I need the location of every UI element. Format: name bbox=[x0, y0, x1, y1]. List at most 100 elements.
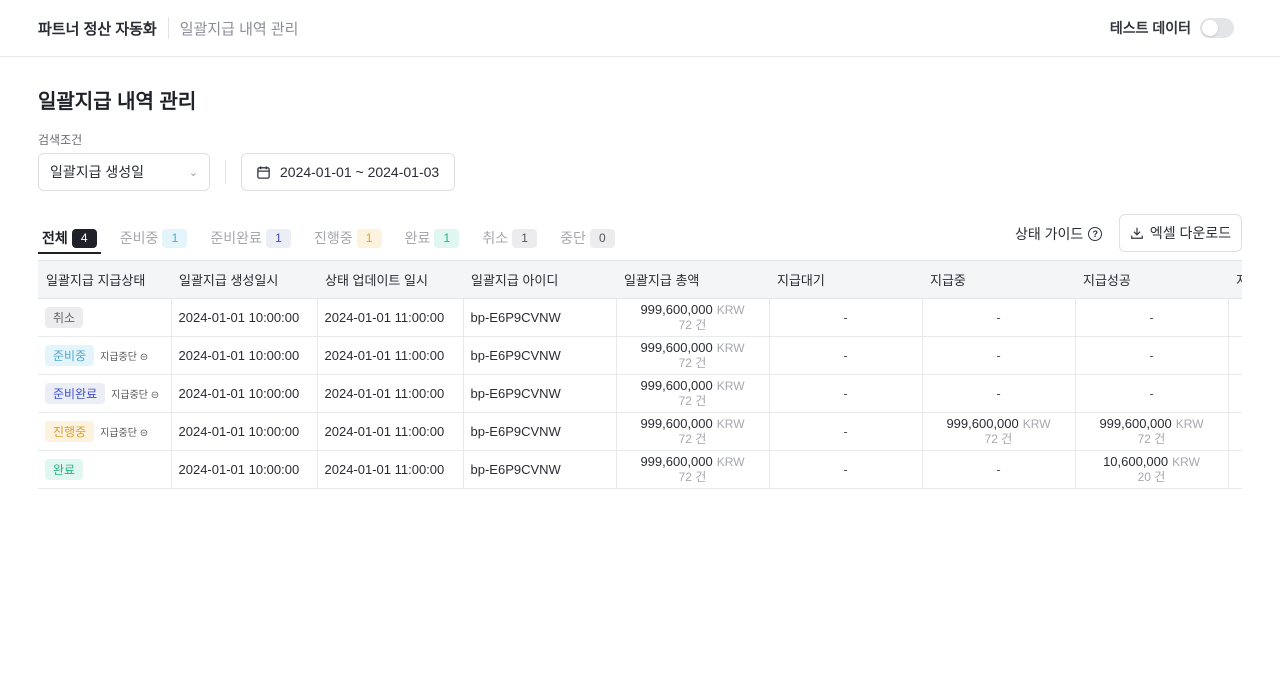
amount-cell: - bbox=[768, 412, 922, 451]
table-row[interactable]: 완료 2024-01-01 10:00:00 2024-01-01 11:00:00… bbox=[38, 450, 1242, 489]
column-header[interactable]: 일괄지급 지급상태 bbox=[38, 261, 171, 299]
amount-block: 10,600,000 KRW 20 건 bbox=[1083, 454, 1221, 485]
column-header[interactable]: 지급중 bbox=[922, 261, 1075, 299]
amount-cell: - bbox=[768, 298, 922, 337]
amount-cell: - bbox=[768, 374, 922, 413]
amount-value: 999,600,000 bbox=[640, 377, 713, 393]
amount-block: 999,600,000 KRW 72 건 bbox=[624, 302, 762, 333]
tab-label: 준비완료 bbox=[210, 230, 262, 246]
amount-cell: 999,600,000 KRW 72 건 bbox=[921, 412, 1075, 451]
tab-count-badge: 1 bbox=[265, 228, 291, 248]
top-bar: 파트너 정산 자동화 일괄지급 내역 관리 테스트 데이터 bbox=[0, 0, 1280, 57]
table-row[interactable]: 준비완료 지급중단 ⊝ 2024-01-01 10:00:00 2024-01-01 … bbox=[38, 374, 1242, 413]
amount-cell: - bbox=[768, 336, 922, 375]
excel-download-label: 엑셀 다운로드 bbox=[1149, 225, 1232, 241]
date-range-picker[interactable]: 2024-01-01 ~ 2024-01-03 bbox=[241, 153, 455, 191]
currency: KRW bbox=[1172, 454, 1200, 469]
truncated-cell bbox=[1227, 336, 1242, 375]
created-at: 2024-01-01 10:00:00 bbox=[170, 412, 317, 451]
column-header[interactable]: 일괄지급 생성일시 bbox=[171, 261, 317, 299]
stop-payout-button[interactable]: 지급중단 ⊝ bbox=[100, 352, 148, 363]
amount-block: 999,600,000 KRW 72 건 bbox=[624, 378, 762, 409]
column-header[interactable]: 일괄지급 아이디 bbox=[463, 261, 616, 299]
tab-label: 취소 bbox=[482, 230, 509, 246]
updated-at: 2024-01-01 11:00:00 bbox=[316, 298, 463, 337]
amount-line: 999,600,000 KRW bbox=[624, 340, 762, 356]
tab-count-badge: 1 bbox=[162, 228, 188, 248]
count: 72 건 bbox=[678, 355, 707, 370]
amount-block: 999,600,000 KRW 72 건 bbox=[624, 454, 762, 485]
amount-value: 10,600,000 bbox=[1103, 453, 1169, 469]
tab-count-badge: 4 bbox=[71, 228, 97, 248]
column-header[interactable]: 지급성공 bbox=[1075, 261, 1228, 299]
amount-value: 999,600,000 bbox=[640, 301, 713, 317]
stop-payout-button[interactable]: 지급중단 ⊝ bbox=[111, 390, 159, 401]
payout-id[interactable]: bp-E6P9CVNW bbox=[462, 298, 616, 337]
amount-cell: - bbox=[1074, 374, 1228, 413]
status-badge: 완료 bbox=[45, 458, 84, 480]
table-row[interactable]: 준비중 지급중단 ⊝ 2024-01-01 10:00:00 2024-01-01 1… bbox=[38, 336, 1242, 375]
amount-cell: 999,600,000 KRW 72 건 bbox=[615, 412, 769, 451]
truncated-cell bbox=[1227, 412, 1242, 451]
test-data-toggle[interactable] bbox=[1200, 18, 1234, 38]
app-title[interactable]: 파트너 정산 자동화 bbox=[38, 20, 157, 38]
amount-line: 999,600,000 KRW bbox=[624, 454, 762, 470]
page-title: 일괄지급 내역 관리 bbox=[38, 91, 197, 113]
tab-1[interactable]: 준비중 1 bbox=[116, 224, 192, 252]
breadcrumb[interactable]: 일괄지급 내역 관리 bbox=[179, 20, 299, 38]
stop-payout-button[interactable]: 지급중단 ⊝ bbox=[100, 428, 148, 439]
amount-line: 10,600,000 KRW bbox=[1083, 454, 1221, 470]
amount-block: 999,600,000 KRW 72 건 bbox=[624, 416, 762, 447]
status-guide-button[interactable]: 상태 가이드 ? bbox=[1015, 224, 1103, 244]
payout-id[interactable]: bp-E6P9CVNW bbox=[462, 412, 616, 451]
tab-5[interactable]: 취소 1 bbox=[478, 224, 541, 252]
amount-cell: 999,600,000 KRW 72 건 bbox=[615, 298, 769, 337]
status-badge: 취소 bbox=[45, 306, 84, 328]
amount-block: 999,600,000 KRW 72 건 bbox=[1083, 416, 1221, 447]
count: 72 건 bbox=[678, 469, 707, 484]
truncated-cell bbox=[1227, 450, 1242, 489]
currency: KRW bbox=[1175, 416, 1204, 431]
table-row[interactable]: 취소 2024-01-01 10:00:00 2024-01-01 11:00:00… bbox=[38, 298, 1242, 337]
status-cell: 취소 bbox=[38, 298, 171, 337]
table-header: 일괄지급 지급상태 일괄지급 생성일시 상태 업데이트 일시 일괄지급 아이디 일괄지급… bbox=[38, 261, 1242, 299]
filter-label: 검색조건 bbox=[38, 133, 83, 147]
amount-line: 999,600,000 KRW bbox=[624, 378, 762, 394]
chevron-down-icon: ⌄ bbox=[188, 166, 198, 179]
tab-0[interactable]: 전체 4 bbox=[38, 224, 101, 254]
column-header[interactable]: 지 bbox=[1228, 261, 1242, 299]
amount-cell: - bbox=[1074, 298, 1228, 337]
currency: KRW bbox=[716, 378, 745, 393]
excel-download-button[interactable]: 엑셀 다운로드 bbox=[1119, 214, 1242, 252]
payout-id[interactable]: bp-E6P9CVNW bbox=[462, 336, 616, 375]
tab-4[interactable]: 완료 1 bbox=[401, 224, 464, 252]
payout-id[interactable]: bp-E6P9CVNW bbox=[462, 450, 616, 489]
count: 72 건 bbox=[984, 431, 1013, 446]
date-type-select[interactable]: 일괄지급 생성일 ⌄ bbox=[38, 153, 210, 191]
minus-circle-icon: ⊝ bbox=[136, 351, 149, 363]
stop-payout-label: 지급중단 bbox=[111, 389, 148, 401]
tab-3[interactable]: 진행중 1 bbox=[310, 224, 386, 252]
column-header[interactable]: 상태 업데이트 일시 bbox=[317, 261, 463, 299]
tab-label: 중단 bbox=[560, 230, 586, 246]
table-row[interactable]: 진행중 지급중단 ⊝ 2024-01-01 10:00:00 2024-01-01 1… bbox=[38, 412, 1242, 451]
column-header[interactable]: 지급대기 bbox=[769, 261, 922, 299]
minus-circle-icon: ⊝ bbox=[147, 389, 160, 401]
updated-at: 2024-01-01 11:00:00 bbox=[316, 336, 463, 375]
amount-line: 999,600,000 KRW bbox=[930, 416, 1068, 432]
amount-cell: - bbox=[921, 450, 1075, 489]
download-icon bbox=[1131, 227, 1143, 239]
tab-count-badge: 1 bbox=[356, 228, 382, 248]
column-header[interactable]: 일괄지급 총액 bbox=[616, 261, 769, 299]
currency: KRW bbox=[716, 454, 745, 469]
amount-line: 999,600,000 KRW bbox=[624, 302, 762, 318]
tab-2[interactable]: 준비완료 1 bbox=[206, 224, 295, 252]
tab-6[interactable]: 중단 0 bbox=[556, 224, 619, 252]
amount-value: 999,600,000 bbox=[1099, 415, 1172, 431]
payout-table: 일괄지급 지급상태 일괄지급 생성일시 상태 업데이트 일시 일괄지급 아이디 일괄지급… bbox=[38, 260, 1242, 489]
currency: KRW bbox=[716, 302, 745, 317]
date-range-value: 2024-01-01 ~ 2024-01-03 bbox=[280, 164, 440, 180]
amount-cell: 999,600,000 KRW 72 건 bbox=[1074, 412, 1228, 451]
truncated-cell bbox=[1227, 374, 1242, 413]
payout-id[interactable]: bp-E6P9CVNW bbox=[462, 374, 616, 413]
